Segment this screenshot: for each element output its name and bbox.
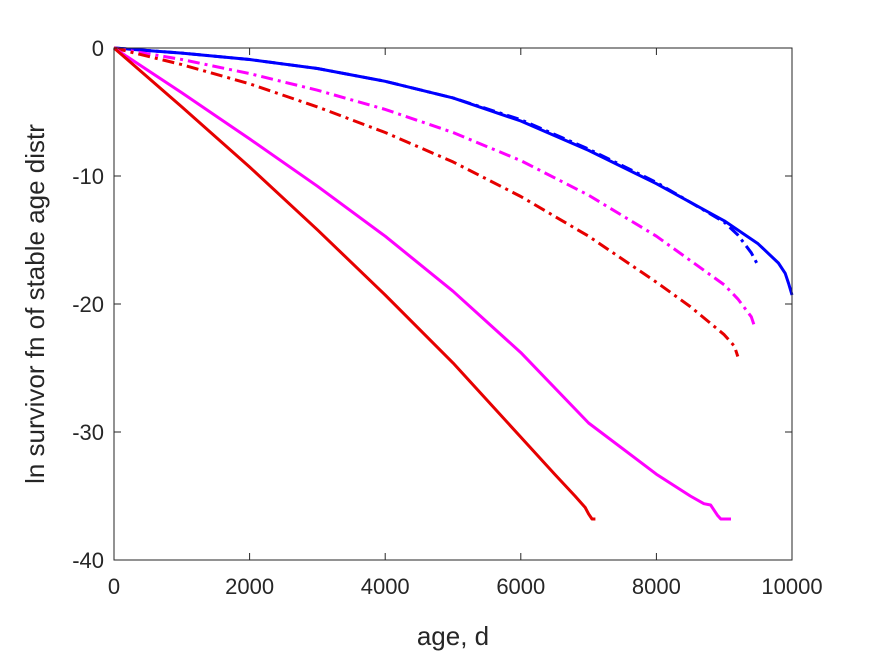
y-tick-label: -30: [72, 420, 104, 445]
series-line-4: [113, 46, 740, 357]
series-line-6: [113, 46, 596, 521]
tick-labels-layer: 0 2000 4000 6000 8000 10000 0 -10 -20 -30 -40: [72, 36, 822, 599]
x-tick-label: 8000: [632, 574, 681, 599]
series-line-5: [113, 46, 731, 521]
y-tick-label: -40: [72, 548, 104, 573]
x-tick-label: 10000: [761, 574, 822, 599]
plot-background: [114, 48, 792, 560]
x-tick-label: 2000: [225, 574, 274, 599]
y-axis-label: ln survivor fn of stable age distr: [20, 124, 50, 484]
x-tick-label: 0: [108, 574, 120, 599]
series-line-3: [113, 46, 757, 328]
x-tick-label: 4000: [361, 574, 410, 599]
series-layer: [113, 46, 794, 521]
y-tick-label: -10: [72, 164, 104, 189]
x-axis-label: age, d: [417, 621, 489, 651]
x-tick-label: 6000: [496, 574, 545, 599]
y-tick-label: -20: [72, 292, 104, 317]
series-line-2: [113, 46, 760, 267]
ticks-layer: [113, 47, 793, 561]
y-tick-label: 0: [92, 36, 104, 61]
